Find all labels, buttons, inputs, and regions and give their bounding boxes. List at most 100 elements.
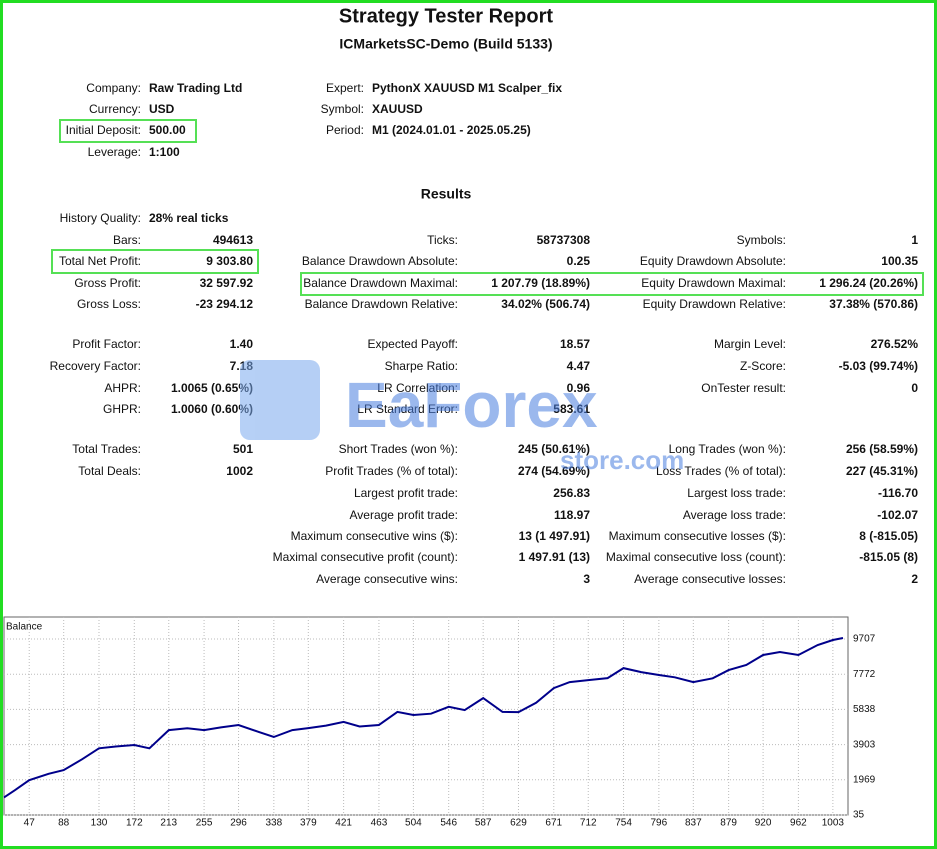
result-value: 1.0065 (0.65%) — [171, 381, 253, 395]
x-tick-label: 712 — [580, 818, 597, 829]
y-tick-label: 7772 — [853, 669, 876, 680]
x-tick-label: 88 — [58, 818, 70, 829]
x-tick-label: 213 — [160, 818, 177, 829]
result-label: Long Trades (won %): — [669, 442, 786, 456]
result-value: 1 296.24 (20.26%) — [819, 276, 918, 290]
result-label: Ticks: — [427, 233, 458, 247]
result-label: Sharpe Ratio: — [385, 359, 458, 373]
y-tick-label: 3903 — [853, 739, 876, 750]
watermark-logo — [240, 360, 320, 440]
info-label: Period: — [326, 123, 364, 137]
result-label: Z-Score: — [740, 359, 786, 373]
result-value: -815.05 (8) — [859, 550, 918, 564]
highlight — [59, 119, 197, 143]
result-label: Short Trades (won %): — [339, 442, 458, 456]
x-tick-label: 546 — [440, 818, 457, 829]
balance-line — [3, 637, 844, 799]
result-label: Maximum consecutive losses ($): — [609, 529, 786, 543]
x-tick-label: 587 — [475, 818, 492, 829]
result-label: Average consecutive wins: — [316, 572, 458, 586]
x-tick-label: 837 — [685, 818, 702, 829]
results-title: Results — [421, 186, 472, 202]
result-label: AHPR: — [104, 381, 141, 395]
watermark-text: EaForex — [345, 369, 598, 441]
info-label: Leverage: — [88, 145, 141, 159]
y-tick-label: 35 — [853, 810, 865, 821]
result-label: Profit Trades (% of total): — [325, 464, 458, 478]
result-label: Expected Payoff: — [367, 337, 458, 351]
result-value: 501 — [233, 442, 253, 456]
result-label: Maximum consecutive wins ($): — [291, 529, 458, 543]
result-label: Gross Loss: — [77, 297, 141, 311]
result-value: 58737308 — [537, 233, 591, 247]
info-value: USD — [149, 102, 175, 116]
highlight — [300, 272, 924, 296]
chart-title: Balance — [6, 622, 43, 633]
result-value: 4.47 — [567, 359, 591, 373]
y-tick-label: 9707 — [853, 634, 876, 645]
result-label: Average consecutive losses: — [634, 572, 786, 586]
info-label: Expert: — [326, 81, 364, 95]
subtitle: ICMarketsSC-Demo (Build 5133) — [339, 36, 552, 52]
highlight — [51, 249, 259, 274]
info-value: Raw Trading Ltd — [149, 81, 242, 95]
result-label: Largest loss trade: — [687, 486, 786, 500]
result-value: 1.0060 (0.60%) — [171, 402, 253, 416]
result-label: Bars: — [113, 233, 141, 247]
result-value: 1.40 — [230, 337, 254, 351]
x-tick-label: 421 — [335, 818, 352, 829]
result-value: 9 303.80 — [206, 254, 253, 268]
x-tick-label: 47 — [24, 818, 36, 829]
result-label: Gross Profit: — [74, 276, 141, 290]
result-value: 37.38% (570.86) — [829, 297, 918, 311]
result-label: OnTester result: — [701, 381, 786, 395]
result-value: 32 597.92 — [200, 276, 254, 290]
x-tick-label: 879 — [720, 818, 737, 829]
result-value: 256 (58.59%) — [846, 442, 918, 456]
result-value: 494613 — [213, 233, 253, 247]
watermark-text: store.com — [560, 445, 684, 475]
x-tick-label: 754 — [615, 818, 632, 829]
info-value: 500.00 — [149, 123, 186, 137]
info-value: XAUUSD — [372, 102, 423, 116]
result-value: 1 — [911, 233, 918, 247]
result-label: Total Net Profit: — [59, 254, 141, 268]
result-value: 8 (-815.05) — [859, 529, 918, 543]
result-label: Equity Drawdown Maximal: — [641, 276, 786, 290]
x-tick-label: 504 — [405, 818, 422, 829]
info-label: Symbol: — [321, 102, 364, 116]
result-value: 0 — [911, 381, 918, 395]
x-tick-label: 920 — [755, 818, 772, 829]
result-value: 1002 — [226, 464, 253, 478]
result-value: 118.97 — [554, 508, 590, 522]
chart-frame — [3, 616, 849, 816]
result-label: Total Deals: — [78, 464, 141, 478]
result-label: Maximal consecutive loss (count): — [606, 550, 786, 564]
result-value: -102.07 — [877, 508, 918, 522]
result-label: Symbols: — [737, 233, 786, 247]
x-tick-label: 296 — [230, 818, 247, 829]
x-tick-label: 379 — [300, 818, 317, 829]
x-tick-label: 130 — [91, 818, 108, 829]
result-value: 18.57 — [560, 337, 590, 351]
result-label: Equity Drawdown Absolute: — [640, 254, 786, 268]
x-tick-label: 629 — [510, 818, 527, 829]
result-value: 13 (1 497.91) — [519, 529, 590, 543]
info-label: Company: — [86, 81, 141, 95]
result-label: Average loss trade: — [683, 508, 786, 522]
result-label: Balance Drawdown Absolute: — [302, 254, 458, 268]
result-value: 28% real ticks — [149, 211, 229, 225]
x-tick-label: 255 — [196, 818, 213, 829]
result-value: 256.83 — [553, 486, 590, 500]
x-tick-label: 962 — [790, 818, 807, 829]
result-value: 276.52% — [871, 337, 919, 351]
result-label: Balance Drawdown Relative: — [305, 297, 458, 311]
x-tick-label: 463 — [371, 818, 388, 829]
result-label: LR Standard Error: — [357, 402, 458, 416]
info-label: Currency: — [89, 102, 141, 116]
result-value: 1 207.79 (18.89%) — [491, 276, 590, 290]
y-tick-label: 1969 — [853, 774, 876, 785]
result-value: 34.02% (506.74) — [501, 297, 590, 311]
result-value: -116.70 — [878, 486, 918, 500]
